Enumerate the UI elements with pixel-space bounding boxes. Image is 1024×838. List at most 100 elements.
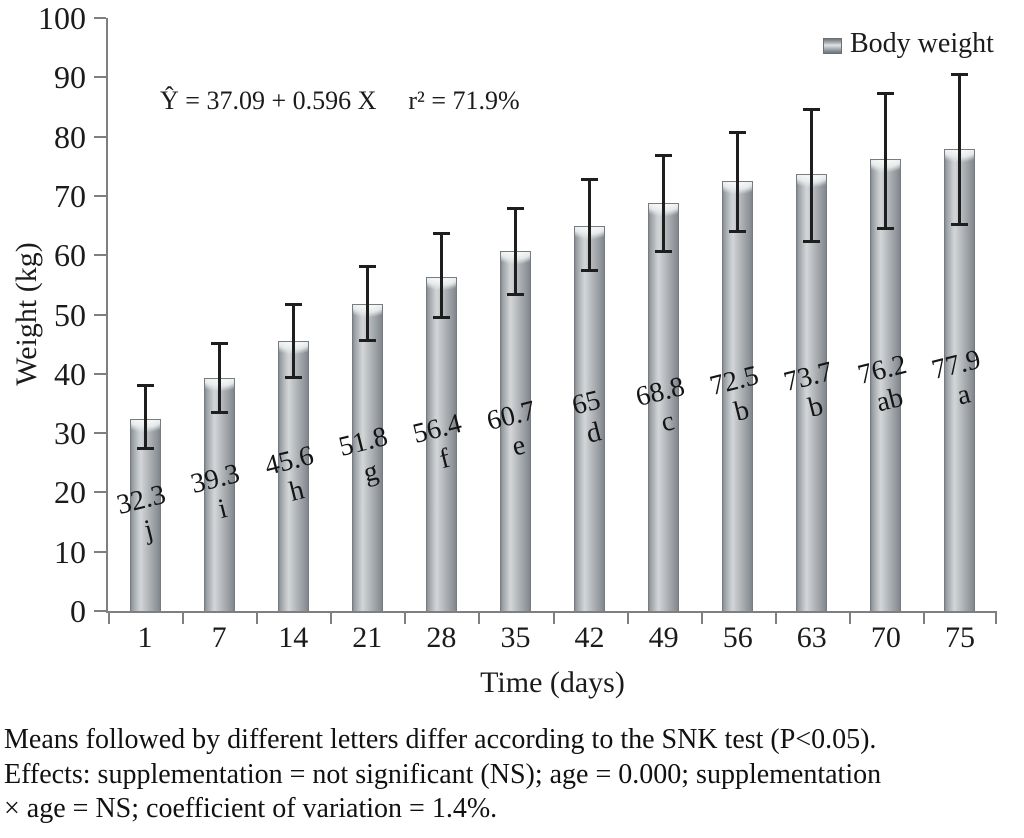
y-axis-tick (94, 76, 106, 79)
body-weight-bar (499, 251, 531, 611)
caption-line: Means followed by different letters diff… (4, 724, 877, 755)
bar-group: 65 d (553, 18, 627, 611)
y-axis-tick (94, 194, 106, 197)
x-axis-title: Time (days) (480, 666, 625, 699)
error-bar-stem (810, 108, 814, 244)
x-axis-tick (256, 613, 259, 624)
error-bar (358, 265, 376, 343)
error-bar (284, 302, 302, 379)
caption: Means followed by different letters diff… (4, 723, 1022, 827)
error-bar-stem (884, 92, 888, 231)
x-axis-tick (478, 613, 481, 624)
bar-group: 51.8 g (330, 18, 404, 611)
y-axis-tick (94, 17, 106, 19)
x-axis-tick-label: 21 (352, 621, 383, 654)
x-axis-tick-label: 63 (796, 621, 827, 654)
x-axis-tick (182, 613, 185, 624)
x-axis-tick-label: 70 (870, 621, 901, 654)
body-weight-bar (277, 340, 309, 611)
error-bar-stem (365, 265, 369, 343)
x-axis-tick-label: 28 (426, 621, 457, 654)
body-weight-bar (944, 149, 976, 611)
x-axis-tick-label: 35 (500, 621, 531, 654)
y-axis-tick (94, 550, 106, 553)
y-axis-tick-label: 50 (54, 296, 86, 333)
y-axis-tick (94, 135, 106, 138)
error-bar (877, 92, 895, 231)
x-axis-tick (552, 613, 555, 624)
bar-group: 76.2 ab (849, 18, 923, 611)
y-axis-tick-label: 80 (54, 118, 86, 155)
x-axis-tick-label: 14 (278, 621, 309, 654)
error-bar-stem (513, 207, 517, 296)
y-axis-tick-label: 90 (54, 59, 86, 96)
body-weight-bar (796, 173, 828, 611)
error-bar-stem (958, 73, 962, 226)
x-axis-tick-label: 56 (722, 621, 753, 654)
error-bar-stem (143, 383, 147, 451)
y-axis-tick (94, 610, 106, 612)
bar-group: 45.6 h (256, 18, 330, 611)
y-axis-tick-label: 30 (54, 415, 86, 452)
x-axis-tick-label: 49 (648, 621, 679, 654)
bar-group: 60.7 e (478, 18, 552, 611)
x-axis-tick-label: 7 (211, 621, 227, 654)
legend-label: Body weight (850, 28, 994, 59)
body-weight-bar (870, 159, 902, 611)
error-bar (432, 232, 450, 319)
error-bar (581, 178, 599, 273)
error-bar-stem (736, 131, 740, 234)
error-bar-stem (588, 178, 592, 273)
regression-equation-lhs: Ŷ = 37.09 + 0.596 X (160, 86, 377, 115)
caption-line: × age = NS; coefficient of variation = 1… (4, 793, 498, 824)
x-axis-tick (626, 613, 629, 624)
body-weight-bar (648, 203, 680, 611)
bar-group: 56.4 f (404, 18, 478, 611)
y-axis-tick-label: 100 (38, 0, 86, 36)
y-axis-title: Weight (kg) (10, 242, 43, 386)
bar-group: 73.7 b (775, 18, 849, 611)
y-axis-tick (94, 254, 106, 257)
x-axis-tick (774, 613, 777, 624)
y-axis-tick (94, 432, 106, 435)
y-axis-tick-label: 10 (54, 533, 86, 570)
legend: Body weight (823, 28, 994, 60)
y-axis-tick (94, 491, 106, 494)
bar-group: 77.9 a (923, 18, 997, 611)
error-bar-stem (291, 302, 295, 379)
error-bar-stem (439, 232, 443, 319)
x-axis-tick-label: 42 (574, 621, 605, 654)
body-weight-bar (203, 377, 235, 611)
y-axis-tick-label: 60 (54, 237, 86, 274)
bar-group: 39.3 i (182, 18, 256, 611)
y-axis-tick-label: 40 (54, 355, 86, 392)
plot-area: Ŷ = 37.09 + 0.596 X r² = 71.9% Body weigh… (38, 2, 997, 699)
y-axis-tick-label: 20 (54, 474, 86, 511)
x-axis-tick (404, 613, 407, 624)
x-axis-tick (108, 613, 110, 624)
error-bar (803, 108, 821, 244)
bar-group: 72.5 b (701, 18, 775, 611)
body-weight-bar (351, 303, 383, 611)
error-bar-stem (662, 154, 666, 254)
y-axis-tick (94, 372, 106, 375)
error-bar (506, 207, 524, 296)
y-axis-tick-label: 70 (54, 177, 86, 214)
bar-group: 32.3 j (108, 18, 182, 611)
x-axis-tick-label: 75 (944, 621, 975, 654)
error-bar (136, 383, 154, 451)
x-axis-tick (995, 613, 997, 624)
body-weight-bar (425, 276, 457, 611)
regression-equation: Ŷ = 37.09 + 0.596 X r² = 71.9% (160, 86, 520, 116)
error-bar (655, 154, 673, 254)
caption-line: Effects: supplementation = not significa… (4, 758, 882, 790)
y-axis-tick (94, 313, 106, 316)
error-bar (729, 131, 747, 234)
error-bar (951, 73, 969, 226)
x-axis-tick (848, 613, 851, 624)
legend-marker-icon (823, 37, 842, 54)
error-bar-stem (217, 342, 221, 414)
x-axis-tick (330, 613, 333, 624)
x-axis-tick-label: 1 (137, 621, 153, 654)
